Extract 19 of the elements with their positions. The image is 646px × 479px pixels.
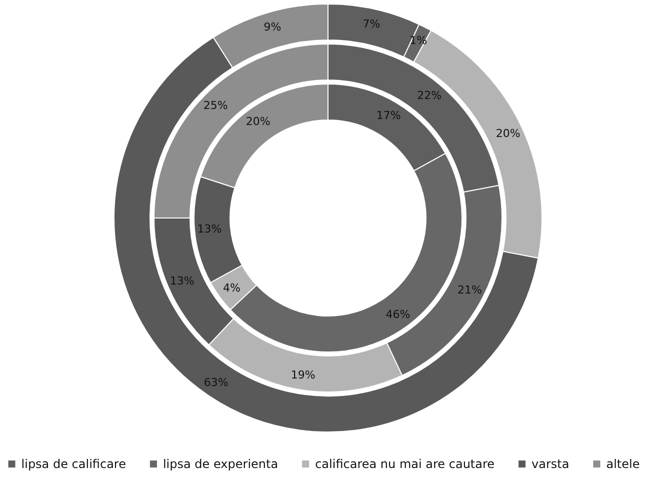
legend-label: calificarea nu mai are cautare [315,457,495,471]
data-label: 22% [417,88,442,102]
data-label: 19% [290,368,316,382]
data-label: 9% [264,20,282,34]
data-label: 13% [197,222,222,236]
data-label: 46% [386,308,410,321]
data-label: 20% [246,115,270,128]
data-label: 13% [170,274,194,288]
data-label: 7% [362,17,380,30]
legend-label: lipsa de calificare [21,457,126,471]
data-label: 63% [204,376,228,390]
data-label: 20% [496,126,520,140]
data-label: 21% [457,284,482,297]
legend-label: varsta [532,457,570,471]
data-label: 17% [376,109,401,122]
data-label: 4% [223,281,240,294]
legend-label: altele [606,457,640,471]
data-label: 25% [203,99,228,112]
legend-label: lipsa de experienta [162,457,278,471]
